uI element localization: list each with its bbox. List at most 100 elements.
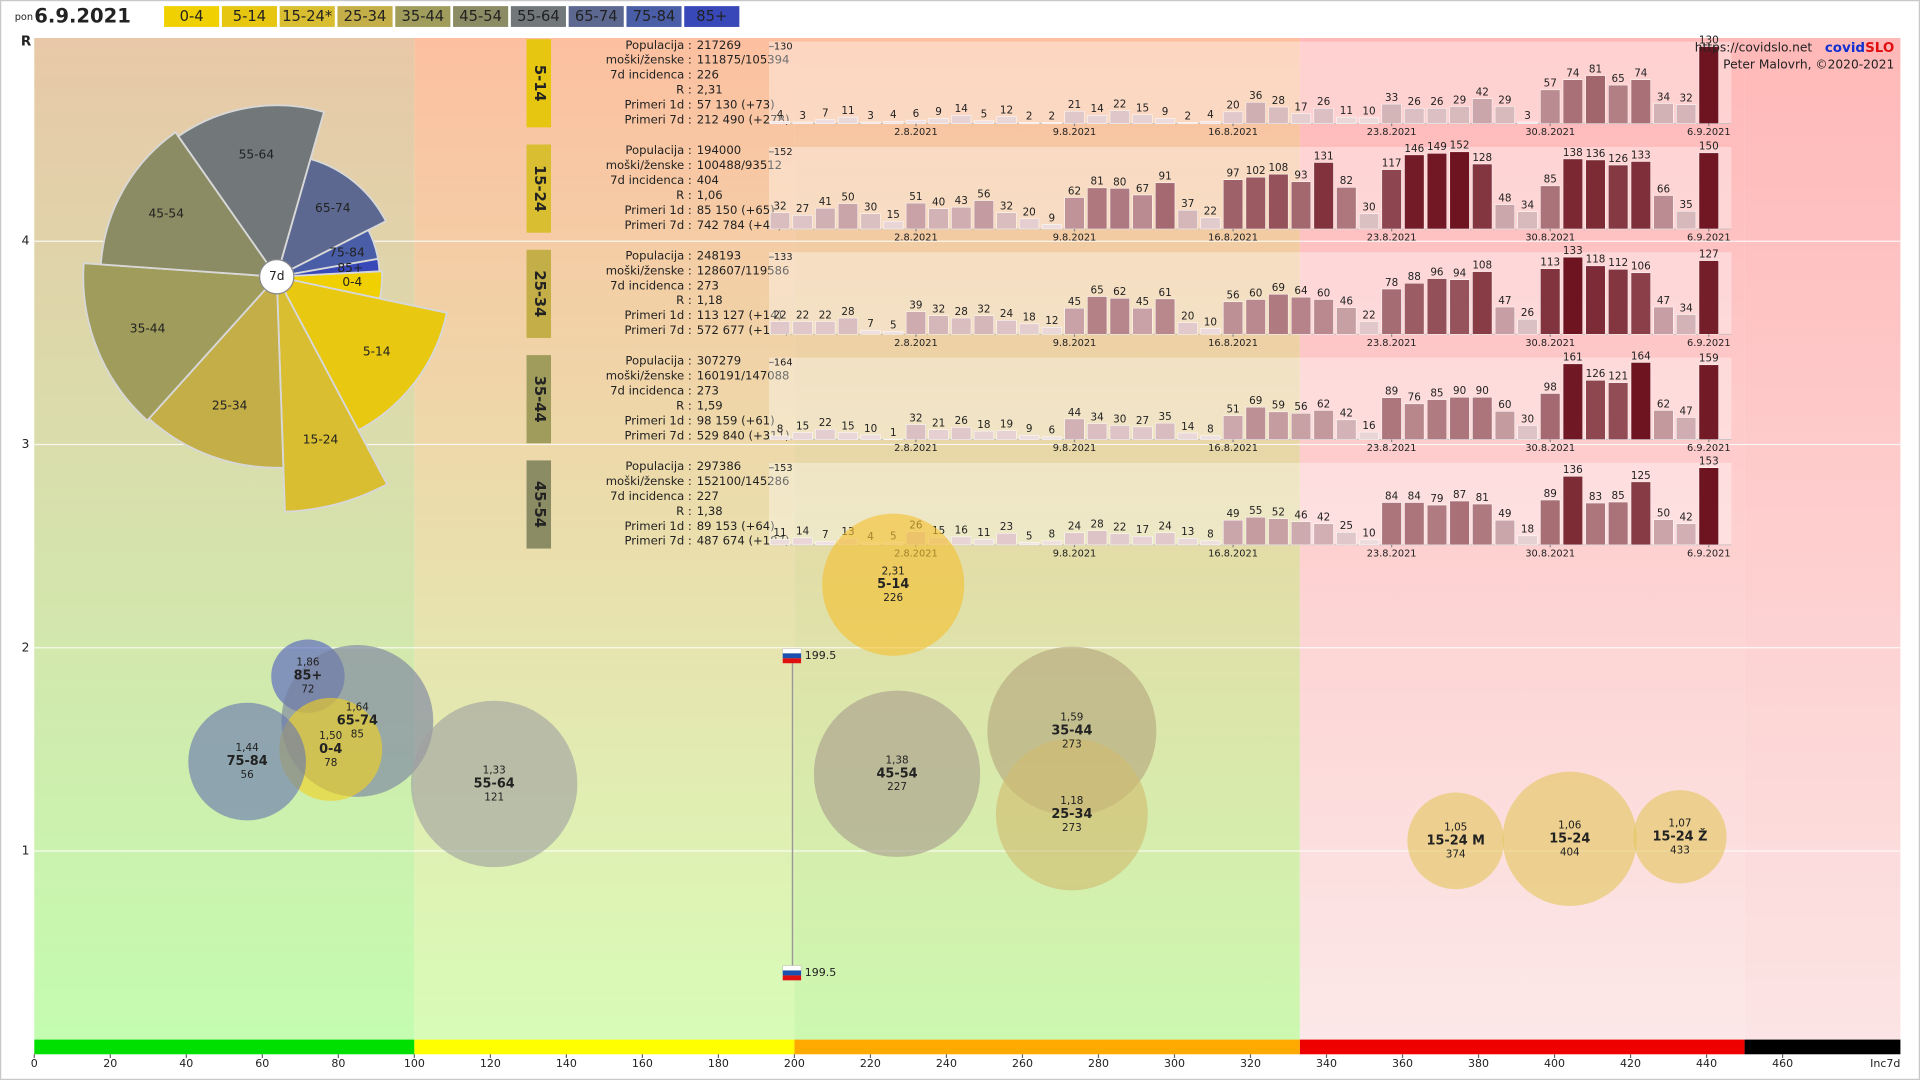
x-tick-label: 120 (480, 1057, 501, 1070)
x-tick-label: 2.8.2021 (894, 127, 938, 138)
info-value: 1,59 (697, 399, 723, 413)
info-value: 742 784 (+42) (697, 218, 782, 232)
main-plot-front: 199.5199.51,8685+721,6465-74851,500-4781… (188, 513, 1727, 981)
bar-value-label: 20 (1023, 207, 1036, 219)
bar (973, 430, 994, 440)
bar-value-label: 28 (1272, 95, 1285, 107)
info-value: 128607/119586 (697, 263, 790, 277)
info-value: 98 159 (+61) (697, 413, 775, 427)
bar-value-label: 16 (955, 525, 968, 537)
polar-segment (274, 275, 448, 432)
x-tick-label: 200 (784, 1057, 805, 1070)
bar-value-label: 16 (1362, 420, 1375, 432)
bar-value-label: 3 (1524, 110, 1531, 122)
bar (1245, 299, 1266, 335)
bar-value-label: 62 (1113, 286, 1126, 298)
bar-value-label: 81 (1091, 176, 1104, 188)
bar (1608, 164, 1629, 230)
y-tick-label: 3 (22, 437, 30, 451)
bar (1653, 195, 1674, 230)
bar-value-label: 125 (1631, 470, 1651, 482)
bar (1472, 397, 1493, 440)
info-value: 529 840 (+311) (697, 428, 790, 442)
bar (860, 329, 881, 335)
bar-value-label: 20 (1226, 100, 1239, 112)
bar-value-label: 29 (1453, 94, 1466, 106)
bar (1653, 519, 1674, 546)
bar-value-label: 56 (1294, 401, 1307, 413)
bar (1019, 542, 1040, 546)
bar-value-label: 32 (1000, 201, 1013, 213)
bar (792, 321, 813, 335)
bar (996, 212, 1017, 230)
x-tick-label: 9.8.2021 (1053, 548, 1097, 559)
legend-label: 75-84 (633, 8, 676, 25)
info-label: Primeri 7d : (624, 218, 691, 232)
bar-value-label: 56 (1226, 290, 1239, 302)
bar (1019, 435, 1040, 440)
bar-value-label: 42 (1476, 87, 1489, 99)
bar (1177, 122, 1198, 124)
bar-value-label: 127 (1699, 249, 1719, 261)
info-value: 2,31 (697, 83, 723, 97)
info-label: 7d incidenca : (610, 278, 692, 292)
bar (1517, 318, 1538, 335)
bar (1698, 152, 1719, 230)
bar-value-label: 136 (1563, 464, 1583, 476)
bar-value-label: 159 (1699, 353, 1719, 365)
brand-covid: covid (1825, 41, 1865, 56)
bar-value-label: 28 (841, 306, 854, 318)
info-label: Primeri 7d : (624, 113, 691, 127)
bar-value-label: 39 (909, 300, 922, 312)
bar (1041, 540, 1062, 546)
x-tick-label: 460 (1772, 1057, 1793, 1070)
legend-swatch (453, 6, 509, 27)
bar-value-label: 30 (864, 202, 877, 214)
bar-value-label: 93 (1294, 170, 1307, 182)
bar (1653, 103, 1674, 124)
author: Peter Malovrh, ©2020-2021 (1723, 57, 1894, 71)
bar (883, 331, 904, 335)
bar-value-label: 9 (1049, 212, 1056, 224)
bubble-r-label: 1,06 (1558, 819, 1581, 831)
bar (1064, 110, 1085, 124)
bar-value-label: 14 (796, 526, 810, 538)
bar-value-label: 24 (1068, 521, 1082, 533)
bar-value-label: 15 (887, 209, 900, 221)
bar-value-label: 26 (1521, 307, 1534, 319)
bar-value-label: 26 (1408, 96, 1421, 108)
bar (951, 206, 972, 230)
bar (1404, 282, 1425, 335)
bar (1313, 523, 1334, 546)
bar-value-label: 22 (1362, 309, 1375, 321)
bar (1336, 307, 1357, 335)
info-label: Primeri 1d : (624, 203, 691, 217)
bar-value-label: 46 (1294, 510, 1307, 522)
bar-value-label: 91 (1158, 171, 1171, 183)
bar (1358, 213, 1380, 230)
bar (1449, 106, 1470, 124)
bar-value-label: 130 (1699, 34, 1719, 46)
bar-value-label: 18 (1023, 312, 1036, 324)
bubble-incidence: 226 (883, 592, 903, 604)
flag-red (782, 658, 802, 664)
info-value: 89 153 (+64) (697, 519, 775, 533)
age-tag (526, 460, 552, 549)
bar (769, 539, 791, 546)
bar-value-label: 11 (773, 527, 786, 539)
polar-label: 55-64 (239, 147, 275, 161)
bar (1562, 256, 1583, 335)
bubble (1502, 771, 1637, 906)
bubble-r-label: 1,07 (1668, 817, 1691, 829)
bar (1087, 115, 1108, 124)
x-tick-label: 40 (179, 1057, 193, 1070)
age-tag-label: 45-54 (531, 481, 548, 528)
bar (1517, 121, 1538, 124)
bar (1676, 210, 1697, 230)
brand: covidSLO (1825, 41, 1894, 56)
bar-value-label: 14 (1181, 421, 1195, 433)
bar-value-label: 28 (955, 306, 968, 318)
info-label: moški/ženske : (606, 158, 692, 172)
bar-value-label: 17 (1136, 524, 1149, 536)
bar-value-label: 97 (1226, 168, 1239, 180)
